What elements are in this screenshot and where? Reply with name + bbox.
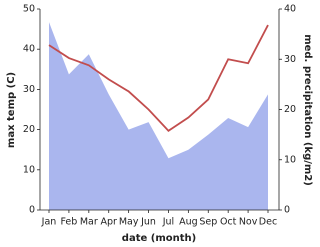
y2-tick-label: 20 — [284, 104, 296, 115]
x-tick-label: Apr — [101, 217, 118, 228]
x-tick-label: Oct — [220, 217, 237, 228]
x-tick-label: Sep — [199, 217, 217, 228]
y-tick-label: 20 — [23, 124, 35, 135]
x-axis-title: date (month) — [122, 233, 196, 244]
y2-axis-title: med. precipitation (kg/m2) — [302, 34, 313, 186]
x-tick-label: Aug — [179, 217, 198, 228]
y-axis-title: max temp (C) — [6, 72, 17, 148]
x-tick-label: Feb — [60, 217, 77, 228]
x-tick-label: Mar — [80, 217, 98, 228]
temperature-line — [48, 24, 269, 132]
x-tick-label: Jun — [140, 217, 156, 228]
x-tick-label: May — [119, 217, 139, 228]
x-tick-label: Jul — [162, 217, 174, 228]
y-tick-label: 50 — [23, 4, 35, 15]
x-tick-label: Nov — [239, 217, 258, 228]
y-tick-label: 40 — [23, 44, 35, 55]
x-tick-label: Dec — [259, 217, 277, 228]
y2-tick-label: 0 — [284, 205, 290, 216]
y2-tick-label: 40 — [284, 4, 296, 15]
y2-tick-label: 30 — [284, 54, 296, 65]
y-tick-label: 10 — [23, 164, 35, 175]
x-tick-label: Jan — [41, 217, 57, 228]
y-tick-label: 0 — [29, 205, 35, 216]
y-tick-label: 30 — [23, 84, 35, 95]
precipitation-area — [49, 22, 268, 210]
y2-tick-label: 10 — [284, 154, 296, 165]
